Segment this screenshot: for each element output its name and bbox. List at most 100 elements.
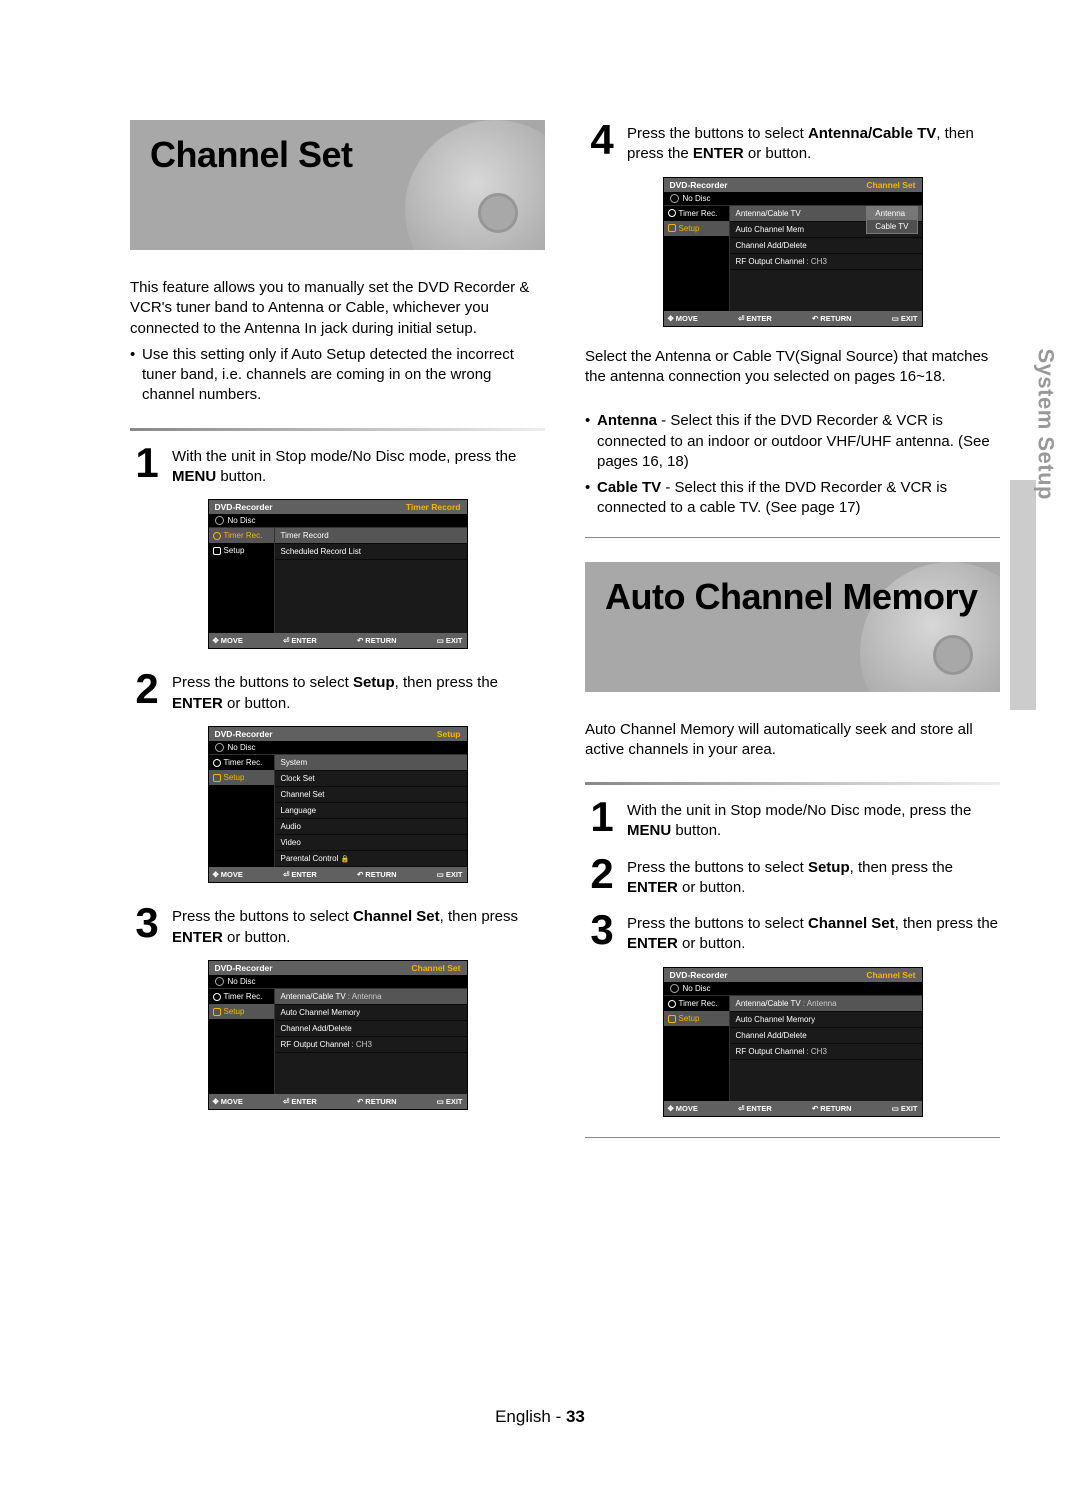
t: Press the buttons to select [627,915,808,932]
t: MENU [172,468,216,485]
osd-item: RF Output Channel: CH3 [275,1037,467,1053]
t: Channel Set [411,963,460,973]
osd-side-timer: Timer Rec. [664,996,729,1011]
t: : CH3 [351,1040,371,1049]
t: RETURN [820,314,851,323]
t: RF Output Channel [281,1040,350,1049]
section-tab-label: System Setup [1032,349,1058,501]
cs-step-2: 2 Press the buttons to select Setup, the… [130,669,545,714]
exit-icon: ▭ [437,636,444,645]
right-column: 4 Press the buttons to select Antenna/Ca… [585,120,1000,1152]
left-column: Channel Set This feature allows you to m… [130,120,545,1152]
t: , then press the [395,674,498,691]
t: RF Output Channel [736,1047,805,1056]
t: Press the buttons to select [627,125,808,142]
return-icon: ↶ [357,636,363,645]
step-text: With the unit in Stop mode/No Disc mode,… [172,443,545,488]
t: RETURN [820,1104,851,1113]
page-footer: English - 33 [0,1407,1080,1427]
t: Press the buttons to select [172,674,353,691]
t: MOVE [676,1104,698,1113]
osd-item: Audio [275,819,467,835]
osd-screenshot-4: DVD-RecorderChannel Set No Disc Timer Re… [663,177,923,327]
step-text: Press the buttons to select Channel Set,… [172,903,545,948]
t: EXIT [446,636,463,645]
osd-nodisc: No Disc [209,514,467,528]
channel-set-title: Channel Set [150,134,353,176]
osd-item: Antenna/Cable TV: Antenna [730,996,922,1012]
osd-item: RF Output Channel: CH3 [730,1044,922,1060]
t: ENTER [746,314,771,323]
osd-screenshot-3: DVD-RecorderChannel Set No Disc Timer Re… [208,960,468,1110]
t: No Disc [664,982,922,996]
step-text: With the unit in Stop mode/No Disc mode,… [627,797,1000,842]
cs-step-1: 1 With the unit in Stop mode/No Disc mod… [130,443,545,488]
osd-screenshot-1: DVD-Recorder Timer Record No Disc Timer … [208,499,468,649]
gear-icon [668,1015,676,1023]
section-tab-bg [1010,480,1036,710]
osd-item: Channel Add/Delete [730,238,922,254]
t: ENTER [627,935,678,952]
t: , then press [440,908,518,925]
t: : CH3 [806,257,826,266]
t: MOVE [221,1097,243,1106]
enter-icon: ⏎ [283,636,289,645]
osd-item: Antenna/Cable TV: Antenna [275,989,467,1005]
t: Channel Set [353,908,440,925]
t: ENTER [627,879,678,896]
osd-context: Timer Record [406,502,461,512]
step-number: 2 [585,854,619,899]
osd-item: RF Output Channel: CH3 [730,254,922,270]
osd-side-timer: Timer Rec. [209,755,274,770]
osd-item: Auto Channel Memory [730,1012,922,1028]
t: ENTER [693,145,744,162]
osd-side-setup: Setup [209,770,274,785]
gear-icon [213,547,221,555]
osd-item: Auto Channel Memory [275,1005,467,1021]
step-number: 1 [585,797,619,842]
clock-icon [668,209,676,217]
osd-side-setup: Setup [664,1011,729,1026]
auto-channel-title-banner: Auto Channel Memory [585,562,1000,692]
move-icon: ✥ [213,636,219,645]
t: or button. [678,935,746,952]
t: Setup [353,674,395,691]
t: - [551,1407,566,1426]
t: Timer Rec. [224,531,263,540]
cable-bullet: Cable TV - Select this if the DVD Record… [585,478,1000,519]
ac-step-3: 3 Press the buttons to select Channel Se… [585,910,1000,955]
osd-dropdown: Antenna Cable TV [866,206,917,234]
ac-step-2: 2 Press the buttons to select Setup, the… [585,854,1000,899]
t: : CH3 [806,1047,826,1056]
t: No Disc [209,975,467,989]
t: Cable TV [597,479,661,496]
t: DVD-Recorder [670,180,728,190]
clock-icon [213,993,221,1001]
osd-side-setup: Setup [664,221,729,236]
t: Antenna [597,412,657,429]
t: Antenna/Cable TV [808,125,936,142]
t: or button. [223,929,291,946]
osd-enter: ⏎ENTER [283,636,317,645]
t: Setup [679,224,700,233]
t: No Disc [664,192,922,206]
t: DVD-Recorder [670,970,728,980]
cs-step-3: 3 Press the buttons to select Channel Se… [130,903,545,948]
osd-item: Parental Control 🔒 [275,851,467,867]
clock-icon [213,759,221,767]
step-text: Press the buttons to select Antenna/Cabl… [627,120,1000,165]
osd-item: Video [275,835,467,851]
step-text: Press the buttons to select Setup, then … [172,669,545,714]
footer-lang: English [495,1407,551,1426]
cs-step-4: 4 Press the buttons to select Antenna/Ca… [585,120,1000,165]
channel-set-title-banner: Channel Set [130,120,545,250]
step-text: Press the buttons to select Setup, then … [627,854,1000,899]
t: Setup [224,773,245,782]
osd-exit: ▭EXIT [437,636,463,645]
step-text: Press the buttons to select Channel Set,… [627,910,1000,955]
osd-item: System [275,755,467,771]
divider [585,782,1000,785]
t: EXIT [446,870,463,879]
osd-screenshot-5: DVD-RecorderChannel Set No Disc Timer Re… [663,967,923,1117]
clock-icon [213,532,221,540]
